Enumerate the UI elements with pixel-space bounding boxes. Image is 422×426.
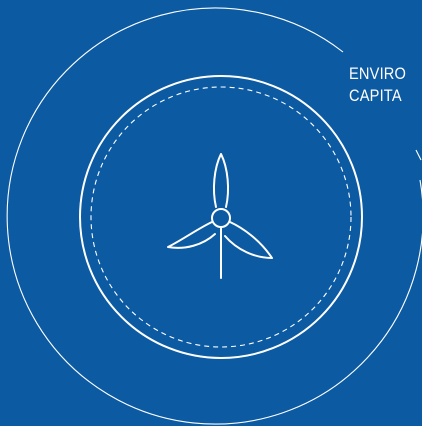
wind-turbine-icon (167, 153, 273, 279)
inner-solid-circle (79, 75, 363, 359)
outer-circle-arc (6, 7, 422, 425)
label-line-1: ENVIRO (349, 64, 407, 83)
turbine-blade-top (212, 153, 230, 208)
inner-dashed-circle (90, 86, 352, 348)
turbine-blade-right (224, 221, 273, 259)
turbine-hub (211, 208, 231, 228)
turbine-blade-left (167, 221, 216, 249)
label-line-2: CAPITA (349, 86, 402, 105)
outer-arc-tick (415, 149, 422, 161)
